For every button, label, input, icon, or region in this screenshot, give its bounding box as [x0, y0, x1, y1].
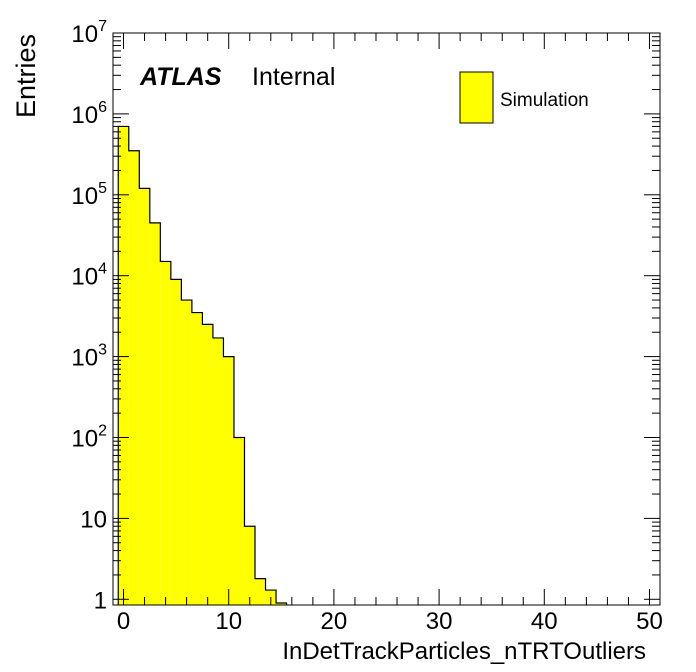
atlas-label-bold: ATLAS	[139, 63, 222, 91]
histogram-bin	[202, 324, 213, 605]
legend: Simulation	[459, 71, 589, 124]
y-axis-label: Entries	[11, 34, 41, 118]
x-tick-label: 0	[117, 608, 130, 635]
histogram-bin	[128, 150, 140, 605]
histogram-bin	[149, 222, 161, 605]
histogram-bin	[160, 261, 171, 605]
histogram-bin	[181, 300, 192, 605]
y-tick-label: 103	[71, 342, 107, 372]
y-tick-label: 104	[71, 261, 107, 291]
x-tick-label: 40	[531, 608, 558, 635]
x-axis-label: InDetTrackParticles_nTRTOutliers	[282, 638, 646, 665]
histogram-bin	[255, 578, 266, 605]
x-tick-label: 30	[426, 608, 453, 635]
legend-label-simulation: Simulation	[500, 90, 589, 111]
histogram-bin	[233, 437, 245, 605]
x-tick-label: 10	[215, 608, 242, 635]
plot-frame	[112, 32, 661, 606]
histogram-bin	[223, 356, 234, 605]
y-tick-label: 105	[71, 180, 107, 210]
y-tick-label: 10	[80, 506, 107, 533]
histogram-outline	[117, 125, 288, 605]
y-tick-label: 102	[71, 422, 107, 452]
x-tick-label: 50	[636, 608, 663, 635]
tick-labels: 0 10 20 30 40 50 1 10 102 103 104 105 106 107	[71, 18, 662, 635]
histogram-bars	[118, 126, 287, 605]
histogram-bin	[139, 188, 150, 605]
histogram-bin	[212, 337, 224, 605]
y-tick-label: 106	[71, 99, 107, 129]
histogram-bin	[276, 602, 287, 605]
y-tick-label: 1	[94, 587, 107, 614]
axis-ticks	[113, 32, 660, 605]
histogram-bin	[170, 279, 182, 605]
histogram-bin	[191, 312, 203, 605]
y-tick-label: 107	[71, 18, 107, 48]
histogram-bin	[118, 126, 129, 605]
histogram-bin	[244, 526, 256, 605]
atlas-label-internal: Internal	[252, 63, 335, 91]
x-tick-label: 20	[321, 608, 348, 635]
legend-swatch-simulation	[459, 71, 494, 124]
